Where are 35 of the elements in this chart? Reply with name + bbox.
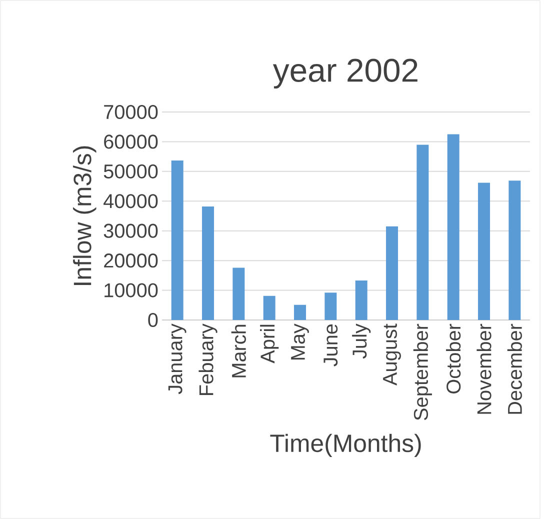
x-tick-label: Febuary [198, 324, 218, 395]
y-tick-label: 10000 [104, 283, 158, 298]
x-tick-label: December [507, 324, 522, 414]
bar [171, 160, 184, 320]
bar [508, 180, 521, 320]
bar [263, 296, 276, 320]
x-tick-label: September [413, 324, 432, 420]
x-tick-label: January [168, 324, 186, 394]
y-tick-label: 30000 [104, 224, 158, 238]
bar [386, 226, 398, 320]
bar [478, 182, 490, 320]
y-tick-label: 60000 [104, 134, 158, 149]
x-tick-label: October [446, 324, 461, 394]
bar [324, 292, 337, 320]
x-tick-label: April [260, 324, 279, 364]
y-tick-label: 70000 [104, 104, 158, 120]
bar [447, 134, 460, 320]
x-tick-label: June [324, 324, 338, 366]
x-tick-label: May [291, 324, 309, 360]
bar [355, 280, 368, 320]
y-tick-label: 20000 [104, 254, 158, 268]
y-axis-title: Inflow (m3/s) [73, 146, 96, 285]
bar [416, 144, 429, 320]
y-tick-label: 50000 [104, 164, 158, 178]
chart-title: year 2002 [272, 58, 418, 89]
x-axis-title: Time(Months) [270, 434, 421, 458]
x-tick-label: March [231, 324, 246, 378]
x-tick-label: November [476, 324, 492, 414]
x-tick-label: August [383, 324, 401, 386]
y-tick-label: 0 [148, 312, 158, 328]
bar [202, 206, 214, 320]
x-tick-label: July [352, 324, 371, 359]
bar [232, 268, 245, 320]
bar [294, 304, 306, 320]
y-tick-label: 40000 [104, 194, 158, 208]
